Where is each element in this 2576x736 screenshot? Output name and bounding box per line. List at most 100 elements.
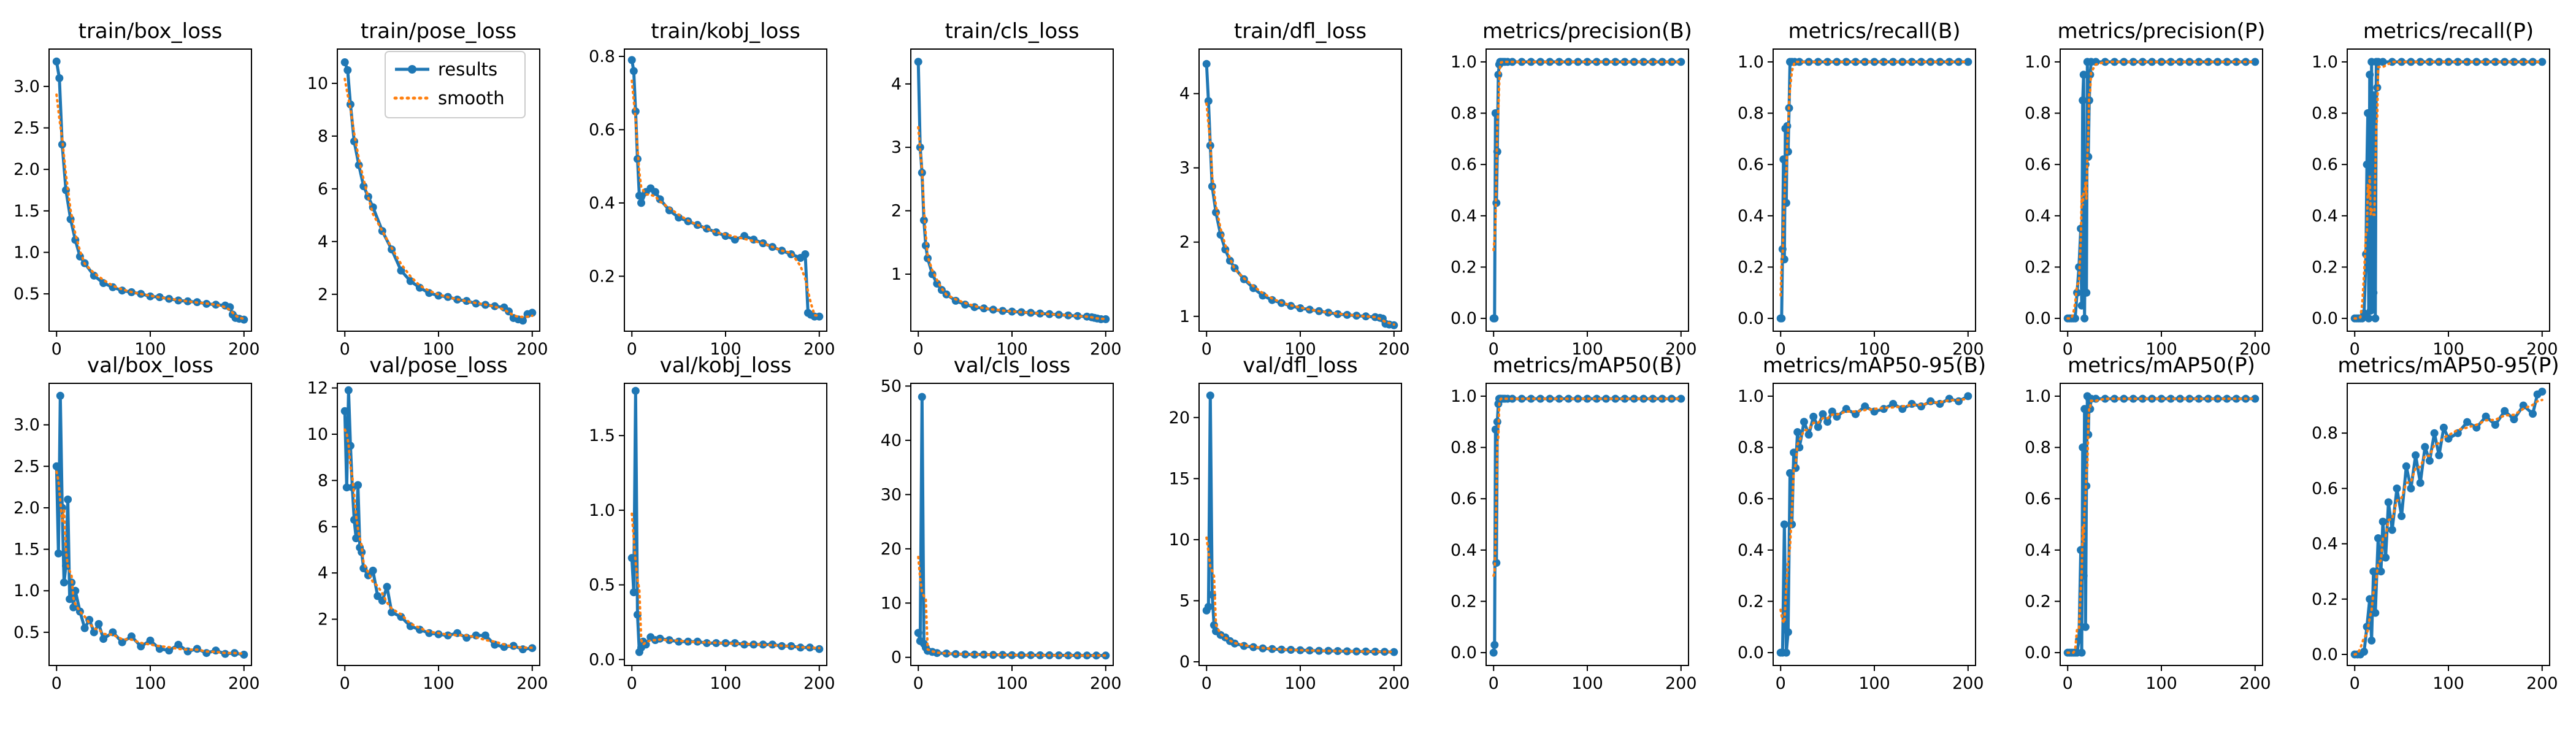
y-tick-label: 0.0 [589, 650, 615, 669]
results-point [2388, 526, 2396, 534]
results-point [500, 643, 508, 651]
panel-title: val/box_loss [87, 353, 213, 378]
results-point [1333, 310, 1342, 318]
results-point [343, 66, 352, 74]
x-tick-label: 100 [1858, 340, 1890, 359]
results-point [2430, 429, 2439, 437]
results-point [1784, 628, 1792, 637]
y-tick-label: 0.4 [1738, 541, 1764, 560]
results-point [59, 578, 68, 587]
y-tick-label: 30 [881, 485, 902, 504]
y-tick-label: 0.2 [2312, 258, 2338, 277]
y-tick-label: 0.4 [2312, 207, 2338, 226]
results-point [1955, 397, 1963, 405]
y-tick-label: 0.8 [1738, 104, 1764, 123]
y-tick-label: 0.4 [1451, 207, 1477, 226]
results-point [1102, 315, 1110, 323]
y-tick-label: 0 [1179, 653, 1190, 672]
results-line [1205, 64, 1395, 327]
panel-title: val/cls_loss [954, 353, 1070, 378]
y-tick-label: 0.4 [2025, 207, 2051, 226]
axes-frame [1485, 383, 1689, 666]
panel-val-pose-loss: val/pose_loss 0 100 200 2 4 6 8 10 12 [307, 353, 548, 693]
results-point [52, 462, 61, 470]
y-tick-label: 1.0 [2312, 53, 2338, 72]
results-point [1814, 423, 1822, 431]
results-point [2366, 595, 2374, 604]
results-point [1204, 602, 1213, 611]
y-tick-label: 0.0 [1738, 309, 1764, 328]
x-tick-label: 0 [2350, 340, 2360, 359]
results-point [2416, 478, 2425, 487]
y-tick-label: 1.0 [2025, 387, 2051, 406]
results-point [796, 643, 805, 652]
smooth-line [343, 428, 534, 650]
results-point [631, 386, 640, 395]
results-point [1649, 58, 1657, 66]
y-tick-label: 0.0 [2025, 309, 2051, 328]
results-point [340, 407, 349, 415]
results-point [1036, 651, 1045, 659]
panel-train-box-loss: train/box_loss 0 100 200 0.5 1.0 1.5 2.0 2.5 3.0 [13, 19, 260, 359]
y-tick-label: 0.6 [2025, 155, 2051, 174]
results-point [2510, 415, 2518, 424]
results-point [2079, 71, 2088, 79]
x-tick-label: 0 [913, 340, 924, 359]
results-point [2398, 512, 2406, 520]
results-point [2402, 462, 2410, 470]
results-point [768, 640, 776, 649]
results-point [2077, 546, 2085, 554]
results-point [970, 650, 979, 659]
y-tick-label: 1.0 [13, 243, 40, 262]
x-tick-label: 100 [1284, 340, 1316, 359]
results-point [1277, 645, 1286, 654]
results-point [2223, 394, 2231, 403]
x-tick-label: 100 [996, 674, 1028, 693]
results-point [627, 56, 636, 64]
results-point [174, 640, 183, 649]
smooth-line [2066, 60, 2256, 320]
axes-frame [1485, 48, 1689, 332]
y-tick-label: 0.8 [2025, 439, 2051, 458]
results-point [629, 67, 638, 75]
results-point [2538, 388, 2547, 396]
results-point [1889, 400, 1898, 408]
results-point [1879, 58, 1888, 66]
results-point [1964, 58, 1972, 66]
results-point [1206, 141, 1214, 150]
y-tick-label: 0.0 [1738, 643, 1764, 662]
y-tick-label: 1.5 [589, 426, 615, 445]
y-tick-label: 0.8 [1451, 104, 1477, 123]
y-tick-label: 1 [1179, 307, 1190, 326]
x-tick-label: 200 [1665, 674, 1697, 693]
y-tick-label: 0.5 [589, 576, 615, 595]
results-line [1780, 60, 1968, 320]
x-tick-label: 200 [1378, 340, 1410, 359]
results-point [2379, 58, 2387, 66]
panel-title: train/cls_loss [945, 19, 1079, 44]
panel-title: metrics/mAP50(P) [2068, 353, 2255, 378]
x-tick-label: 200 [2239, 340, 2271, 359]
results-point [1793, 428, 1802, 436]
results-point [740, 640, 749, 649]
results-point [2367, 636, 2376, 645]
axes-frame [48, 383, 252, 666]
axes-frame [48, 48, 252, 332]
y-tick-label: 0.2 [1451, 258, 1477, 277]
x-tick-label: 200 [803, 674, 835, 693]
panel-val-dfl-loss: val/dfl_loss 0 100 200 0 5 10 15 20 [1169, 353, 1410, 693]
results-point [1305, 646, 1314, 654]
results-point [1492, 559, 1501, 567]
results-point [1333, 647, 1342, 655]
results-point [2379, 518, 2387, 526]
y-tick-label: 0.6 [1738, 489, 1764, 508]
y-tick-label: 1.0 [13, 581, 40, 600]
smooth-line [2353, 60, 2543, 320]
x-tick-label: 100 [710, 340, 742, 359]
smooth-line [1205, 102, 1395, 326]
results-point [1779, 155, 1788, 164]
y-tick-label: 1.0 [1738, 387, 1764, 406]
results-point [52, 57, 61, 66]
x-tick-label: 100 [134, 674, 166, 693]
y-tick-label: 0.4 [2312, 535, 2338, 554]
